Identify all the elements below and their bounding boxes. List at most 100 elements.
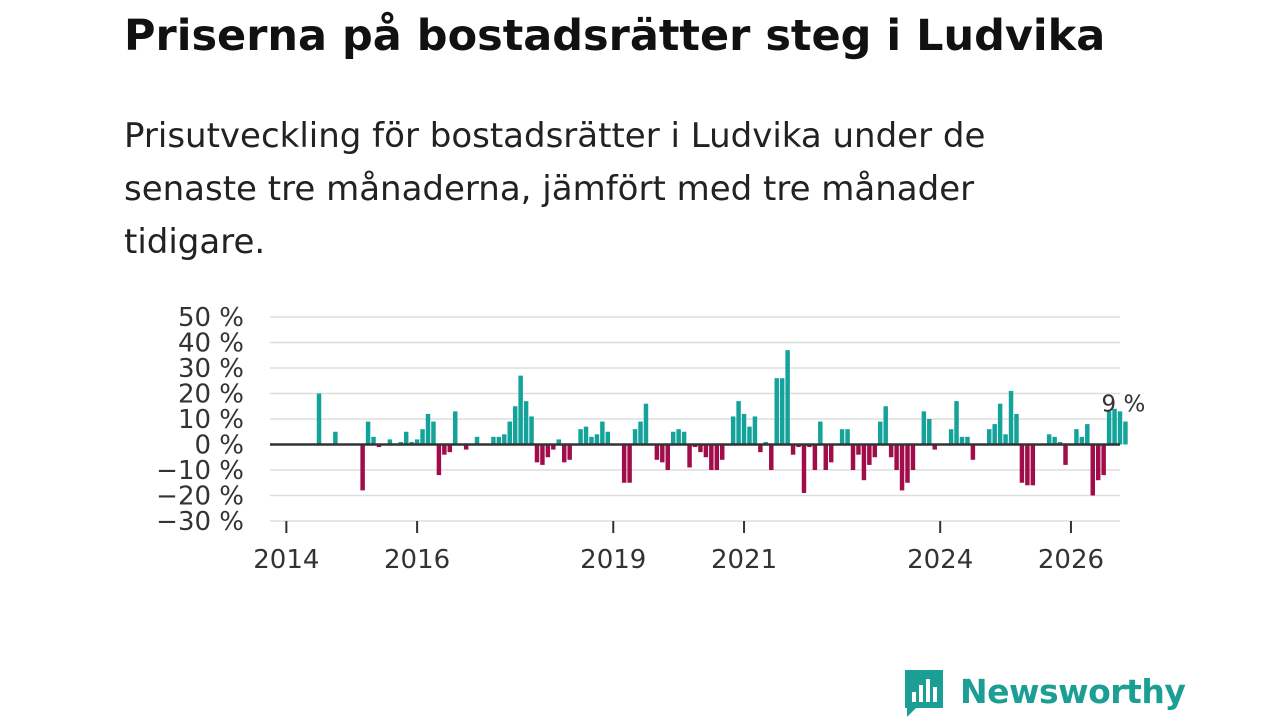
bar [507, 421, 512, 445]
bar [769, 444, 774, 470]
y-tick-label: 40 % [178, 329, 244, 359]
bar [785, 350, 790, 445]
bar [730, 416, 736, 445]
bar [605, 431, 611, 445]
bar [594, 434, 600, 445]
bar [512, 406, 518, 445]
bar [1063, 444, 1068, 465]
bar [523, 401, 529, 445]
bar [583, 426, 589, 445]
bars [316, 350, 1128, 496]
bar [545, 444, 551, 458]
bar [703, 444, 709, 458]
bar [752, 416, 758, 445]
bar [867, 444, 872, 465]
axes [270, 443, 1120, 533]
bar [828, 444, 834, 463]
bar [436, 444, 442, 476]
bar [442, 444, 447, 455]
bar [987, 429, 992, 445]
bar [529, 416, 534, 445]
bar [992, 424, 997, 445]
bar [562, 444, 567, 463]
bar [1030, 444, 1036, 486]
bar [365, 421, 371, 445]
bar [316, 393, 322, 445]
bar [453, 411, 458, 445]
x-tick-label: 2014 [253, 545, 319, 575]
bar [1074, 429, 1079, 445]
bar [1085, 424, 1090, 445]
bar [621, 444, 627, 483]
bar [463, 444, 469, 450]
y-tick-label: 0 % [194, 431, 244, 461]
bar [403, 431, 409, 445]
y-tick-label: −20 % [156, 482, 244, 512]
bar [927, 419, 932, 445]
bar [845, 429, 850, 445]
bar [823, 444, 829, 470]
y-tick-label: 20 % [178, 380, 244, 410]
bar [1117, 411, 1123, 445]
bar [670, 431, 676, 445]
bar [398, 441, 404, 445]
bar [818, 421, 823, 445]
bar [654, 444, 660, 460]
bar [965, 436, 970, 445]
bar [376, 444, 382, 448]
bar [496, 436, 502, 445]
bar [899, 444, 905, 491]
bar [714, 444, 720, 470]
bar [333, 431, 338, 445]
bar [1025, 444, 1030, 486]
y-tick-label: 30 % [178, 354, 244, 384]
bar [921, 411, 927, 445]
bar [1079, 436, 1085, 445]
bar [747, 426, 752, 445]
bar [1095, 444, 1101, 481]
newsworthy-logo: Newsworthy [902, 668, 1186, 718]
bar [954, 401, 959, 445]
chart-subtitle: Prisutveckling för bostadsrätter i Ludvi… [124, 116, 986, 262]
chart-title: Priserna på bostadsrätter steg i Ludvika [124, 11, 1106, 61]
bar [801, 444, 807, 493]
x-tick-label: 2024 [907, 545, 973, 575]
labels: 50 %40 %30 %20 %10 %0 %−10 %−20 %−30 % 20… [156, 303, 1145, 575]
bar [888, 444, 894, 458]
y-tick-label: −10 % [156, 456, 244, 486]
bar [807, 444, 812, 448]
bar [1003, 434, 1008, 445]
bar [1008, 390, 1014, 445]
bar [643, 403, 649, 445]
bar [491, 436, 496, 445]
bar [790, 444, 796, 455]
y-tick-label: 10 % [178, 405, 244, 435]
bar [758, 444, 763, 453]
x-tick-label: 2026 [1038, 545, 1104, 575]
gridlines [270, 316, 1120, 497]
bar [1090, 444, 1095, 496]
bar [387, 439, 393, 445]
bar [894, 444, 899, 470]
bar [638, 421, 643, 445]
bar [850, 444, 856, 470]
bar [1046, 434, 1052, 445]
bar [1123, 421, 1128, 445]
bar [567, 444, 572, 460]
bar [431, 421, 436, 445]
bar [872, 444, 878, 458]
bar [600, 421, 605, 445]
brand-name: Newsworthy [960, 672, 1186, 711]
x-tick-label: 2019 [580, 545, 646, 575]
bar [741, 413, 747, 445]
bar [856, 444, 861, 455]
bar [589, 436, 594, 445]
bar [997, 403, 1003, 445]
bar [551, 444, 556, 450]
bar [1019, 444, 1025, 483]
bar [959, 436, 965, 445]
bar [1101, 444, 1106, 476]
bar-chart-speech-bubble-icon [905, 670, 943, 717]
bar [578, 429, 583, 445]
